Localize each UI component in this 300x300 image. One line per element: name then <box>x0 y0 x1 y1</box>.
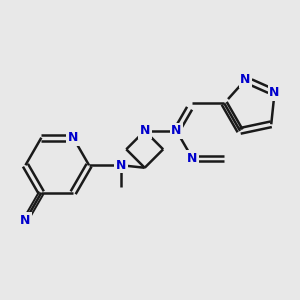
Text: N: N <box>116 159 126 172</box>
Text: N: N <box>20 214 31 227</box>
Text: N: N <box>240 73 251 86</box>
Text: N: N <box>171 124 182 137</box>
Text: N: N <box>187 152 198 165</box>
Text: N: N <box>140 124 150 137</box>
Text: N: N <box>68 131 78 144</box>
Text: N: N <box>269 86 280 99</box>
